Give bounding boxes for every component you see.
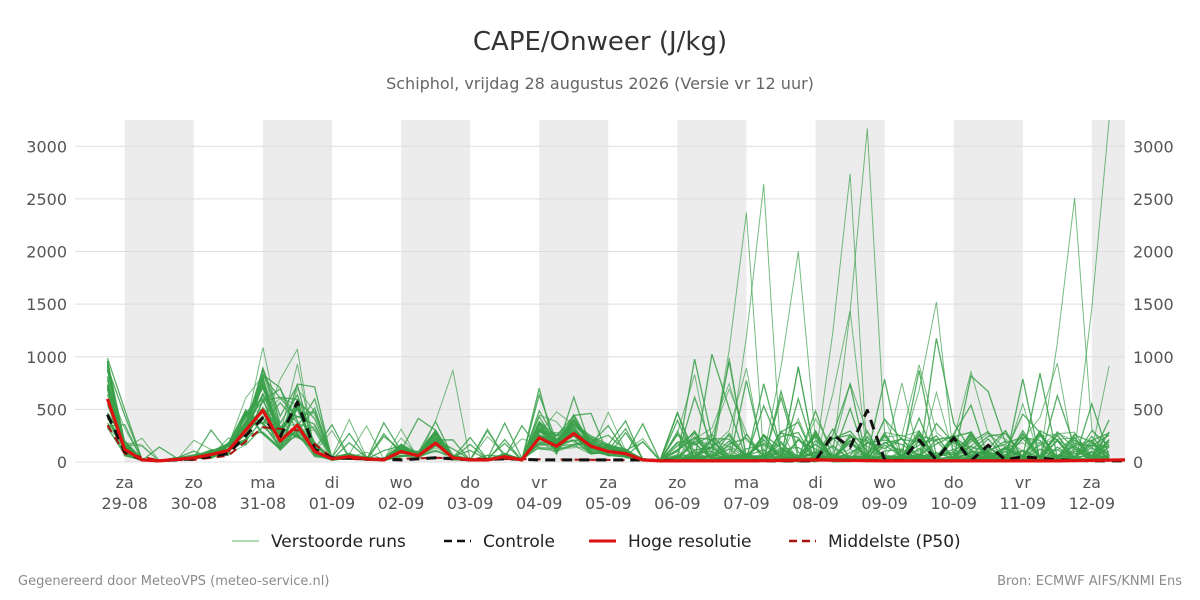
- footer-generated: Gegenereerd door MeteoVPS (meteo-service…: [18, 574, 329, 589]
- night-band: [677, 120, 747, 462]
- y-tick-label-right: 3000: [1133, 137, 1174, 156]
- chart-title: CAPE/Onweer (J/kg): [473, 27, 727, 57]
- x-tick-date: 29-08: [101, 494, 148, 513]
- x-tick-day: za: [116, 473, 134, 492]
- controle-line: [106, 400, 1125, 463]
- legend-label: Middelste (P50): [828, 532, 961, 552]
- night-band: [401, 120, 471, 462]
- y-axis-left: 0 500 1000 1500 2000 2500 3000: [26, 137, 67, 472]
- x-tick-day: do: [944, 473, 964, 492]
- x-tick-date: 04-09: [516, 494, 563, 513]
- x-tick-date: 10-09: [930, 494, 977, 513]
- legend-label: Hoge resolutie: [628, 532, 752, 552]
- y-tick-label-right: 1000: [1133, 348, 1174, 367]
- x-tick-day: zo: [185, 473, 203, 492]
- y-tick-label-left: 2000: [26, 243, 67, 262]
- legend-label: Controle: [483, 532, 555, 552]
- night-band: [124, 120, 194, 462]
- x-tick-date: 11-09: [1000, 494, 1047, 513]
- x-tick-day: di: [808, 473, 823, 492]
- night-band: [539, 120, 609, 462]
- x-tick-date: 09-09: [861, 494, 908, 513]
- x-tick-day: do: [460, 473, 480, 492]
- x-tick-day: zo: [668, 473, 686, 492]
- y-tick-label-left: 3000: [26, 137, 67, 156]
- x-tick-date: 06-09: [654, 494, 701, 513]
- y-tick-label-left: 2500: [26, 190, 67, 209]
- x-tick-day: wo: [873, 473, 896, 492]
- legend: Verstoorde runs Controle Hoge resolutie Mid…: [232, 532, 961, 552]
- y-tick-label-right: 2500: [1133, 190, 1174, 209]
- main-series: [105, 398, 1126, 463]
- x-tick-day: ma: [250, 473, 275, 492]
- night-band: [815, 120, 885, 462]
- x-tick-date: 01-09: [309, 494, 356, 513]
- y-tick-label-right: 2000: [1133, 243, 1174, 262]
- y-tick-label-right: 1500: [1133, 295, 1174, 314]
- x-tick-day: di: [325, 473, 340, 492]
- x-tick-day: vr: [1015, 473, 1031, 492]
- y-tick-label-right: 0: [1133, 453, 1143, 472]
- x-tick-day: vr: [531, 473, 547, 492]
- x-tick-day: za: [599, 473, 617, 492]
- x-tick-date: 03-09: [447, 494, 494, 513]
- y-tick-label-left: 500: [36, 400, 67, 419]
- ensemble-member-line: [106, 366, 1110, 463]
- y-tick-label-right: 500: [1133, 400, 1164, 419]
- y-axis-right: 0 500 1000 1500 2000 2500 3000: [1133, 137, 1174, 472]
- x-tick-date: 05-09: [585, 494, 632, 513]
- x-tick-date: 31-08: [240, 494, 287, 513]
- y-tick-label-left: 1500: [26, 295, 67, 314]
- x-tick-day: ma: [734, 473, 759, 492]
- x-tick-date: 02-09: [378, 494, 425, 513]
- night-band: [1091, 120, 1125, 462]
- chart-subtitle: Schiphol, vrijdag 28 augustus 2026 (Vers…: [386, 74, 814, 93]
- x-tick-date: 30-08: [171, 494, 218, 513]
- hoge-resolutie-line: [105, 398, 1126, 463]
- x-tick-date: 08-09: [792, 494, 839, 513]
- night-bands: [124, 120, 1125, 462]
- y-tick-label-left: 0: [57, 453, 67, 472]
- y-tick-label-left: 1000: [26, 348, 67, 367]
- x-axis: za 29-08 zo 30-08 ma 31-08 di 01-09 wo 02-09 do 03-…: [101, 473, 1115, 513]
- x-tick-day: za: [1083, 473, 1101, 492]
- x-tick-day: wo: [390, 473, 413, 492]
- x-tick-date: 12-09: [1069, 494, 1116, 513]
- x-tick-date: 07-09: [723, 494, 770, 513]
- legend-label: Verstoorde runs: [271, 532, 406, 552]
- footer-source: Bron: ECMWF AIFS/KNMI Ens: [997, 574, 1182, 589]
